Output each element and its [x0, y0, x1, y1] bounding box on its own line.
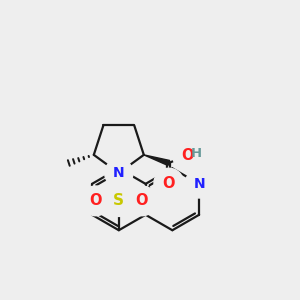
Text: O: O [163, 176, 175, 190]
Text: O: O [181, 148, 194, 163]
Text: N: N [193, 177, 205, 191]
Circle shape [154, 168, 184, 198]
Text: N: N [113, 166, 124, 180]
Text: O: O [89, 194, 102, 208]
Circle shape [127, 186, 157, 216]
Polygon shape [144, 155, 169, 166]
Text: O: O [136, 194, 148, 208]
Circle shape [185, 170, 213, 198]
Text: S: S [113, 194, 124, 208]
Text: H: H [191, 147, 202, 160]
Circle shape [81, 186, 110, 216]
Circle shape [105, 159, 133, 187]
Circle shape [172, 140, 202, 170]
Circle shape [103, 185, 134, 216]
